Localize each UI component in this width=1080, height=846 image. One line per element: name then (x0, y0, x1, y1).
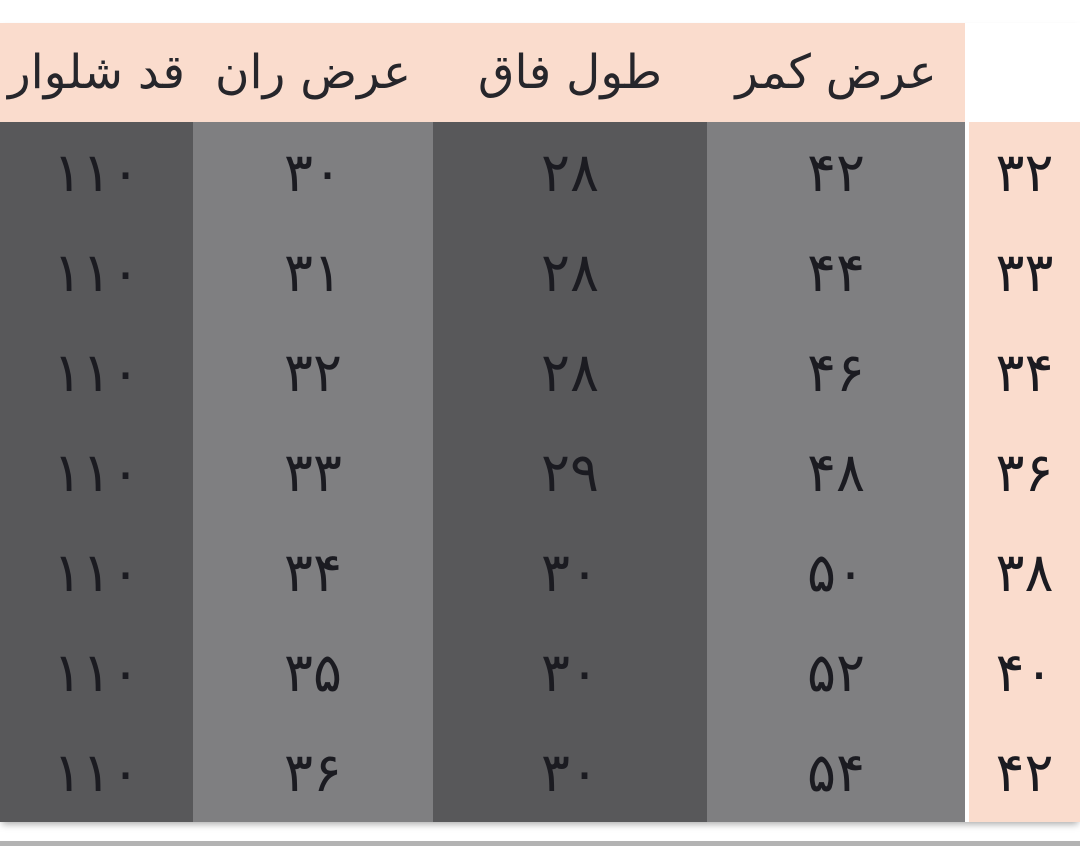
thigh-width-value: ۳۴ (193, 522, 433, 622)
thigh-width-value: ۳۱ (193, 222, 433, 322)
waist-width-value: ۴۴ (707, 222, 965, 322)
rise-length-value: ۳۰ (433, 622, 707, 722)
size-value: ۳۶ (965, 422, 1080, 522)
pants-length-value: ۱۱۰ (0, 722, 193, 822)
rise-length-value: ۲۸ (433, 222, 707, 322)
size-value: ۳۲ (965, 122, 1080, 222)
thigh-width-value: ۳۶ (193, 722, 433, 822)
waist-width-value: ۴۶ (707, 322, 965, 422)
pants-length-value: ۱۱۰ (0, 222, 193, 322)
pants-length-value: ۱۱۰ (0, 122, 193, 222)
thigh-width-value: ۳۲ (193, 322, 433, 422)
waist-width-value: ۵۲ (707, 622, 965, 722)
pants-size-table: عرض کمر طول فاق عرض ران قد شلوار ۳۲ ۴۲ ۲… (0, 23, 1080, 822)
rise-length-value: ۲۸ (433, 322, 707, 422)
header-thigh-width: عرض ران (193, 23, 433, 122)
thigh-width-value: ۳۵ (193, 622, 433, 722)
pants-length-value: ۱۱۰ (0, 422, 193, 522)
waist-width-value: ۴۸ (707, 422, 965, 522)
size-value: ۳۸ (965, 522, 1080, 622)
header-rise-length: طول فاق (433, 23, 707, 122)
pants-length-value: ۱۱۰ (0, 322, 193, 422)
rise-length-value: ۲۹ (433, 422, 707, 522)
size-value: ۳۳ (965, 222, 1080, 322)
pants-length-value: ۱۱۰ (0, 622, 193, 722)
header-pants-length: قد شلوار (0, 23, 193, 122)
rise-length-value: ۳۰ (433, 722, 707, 822)
size-value: ۴۰ (965, 622, 1080, 722)
size-value: ۴۲ (965, 722, 1080, 822)
header-corner-blank (965, 23, 1080, 122)
rise-length-value: ۲۸ (433, 122, 707, 222)
waist-width-value: ۴۲ (707, 122, 965, 222)
bottom-edge-strip (0, 841, 1080, 846)
rise-length-value: ۳۰ (433, 522, 707, 622)
waist-width-value: ۵۴ (707, 722, 965, 822)
waist-width-value: ۵۰ (707, 522, 965, 622)
header-waist-width: عرض کمر (707, 23, 965, 122)
size-value: ۳۴ (965, 322, 1080, 422)
pants-length-value: ۱۱۰ (0, 522, 193, 622)
thigh-width-value: ۳۳ (193, 422, 433, 522)
thigh-width-value: ۳۰ (193, 122, 433, 222)
